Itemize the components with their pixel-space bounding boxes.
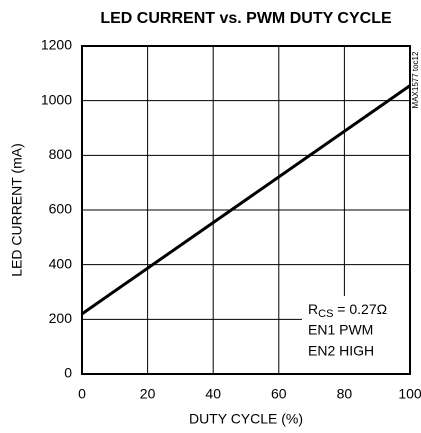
annotation-part: R xyxy=(308,301,318,317)
y-tick-label: 1000 xyxy=(41,91,72,107)
y-tick-label: 400 xyxy=(49,255,73,271)
x-tick-label: 0 xyxy=(78,386,86,402)
x-tick-label: 100 xyxy=(398,386,421,402)
x-tick-label: 20 xyxy=(140,386,156,402)
annotation-box xyxy=(302,296,410,374)
y-tick-label: 1200 xyxy=(41,37,72,53)
x-tick-label: 80 xyxy=(337,386,353,402)
figure-id: MAX1577 toc12 xyxy=(411,51,420,108)
line xyxy=(81,84,411,316)
annotation-part: = 0.27Ω xyxy=(333,301,387,317)
annotation-part: CS xyxy=(318,308,333,320)
y-tick-label: 200 xyxy=(49,310,73,326)
x-axis-title: DUTY CYCLE (%) xyxy=(189,411,303,427)
y-tick-label: 600 xyxy=(49,201,73,217)
annotation: EN1 PWM xyxy=(308,322,373,338)
y-axis-title: LED CURRENT (mA) xyxy=(9,143,25,277)
y-tick-label: 0 xyxy=(64,365,72,381)
y-tick-label: 800 xyxy=(49,146,73,162)
x-tick-label: 60 xyxy=(271,386,287,402)
annotation: RCS = 0.27Ω xyxy=(308,301,387,320)
plot-frame xyxy=(81,45,411,375)
x-tick-label: 40 xyxy=(205,386,221,402)
chart-title: LED CURRENT vs. PWM DUTY CYCLE xyxy=(100,10,392,27)
annotation: EN2 HIGH xyxy=(308,343,374,359)
